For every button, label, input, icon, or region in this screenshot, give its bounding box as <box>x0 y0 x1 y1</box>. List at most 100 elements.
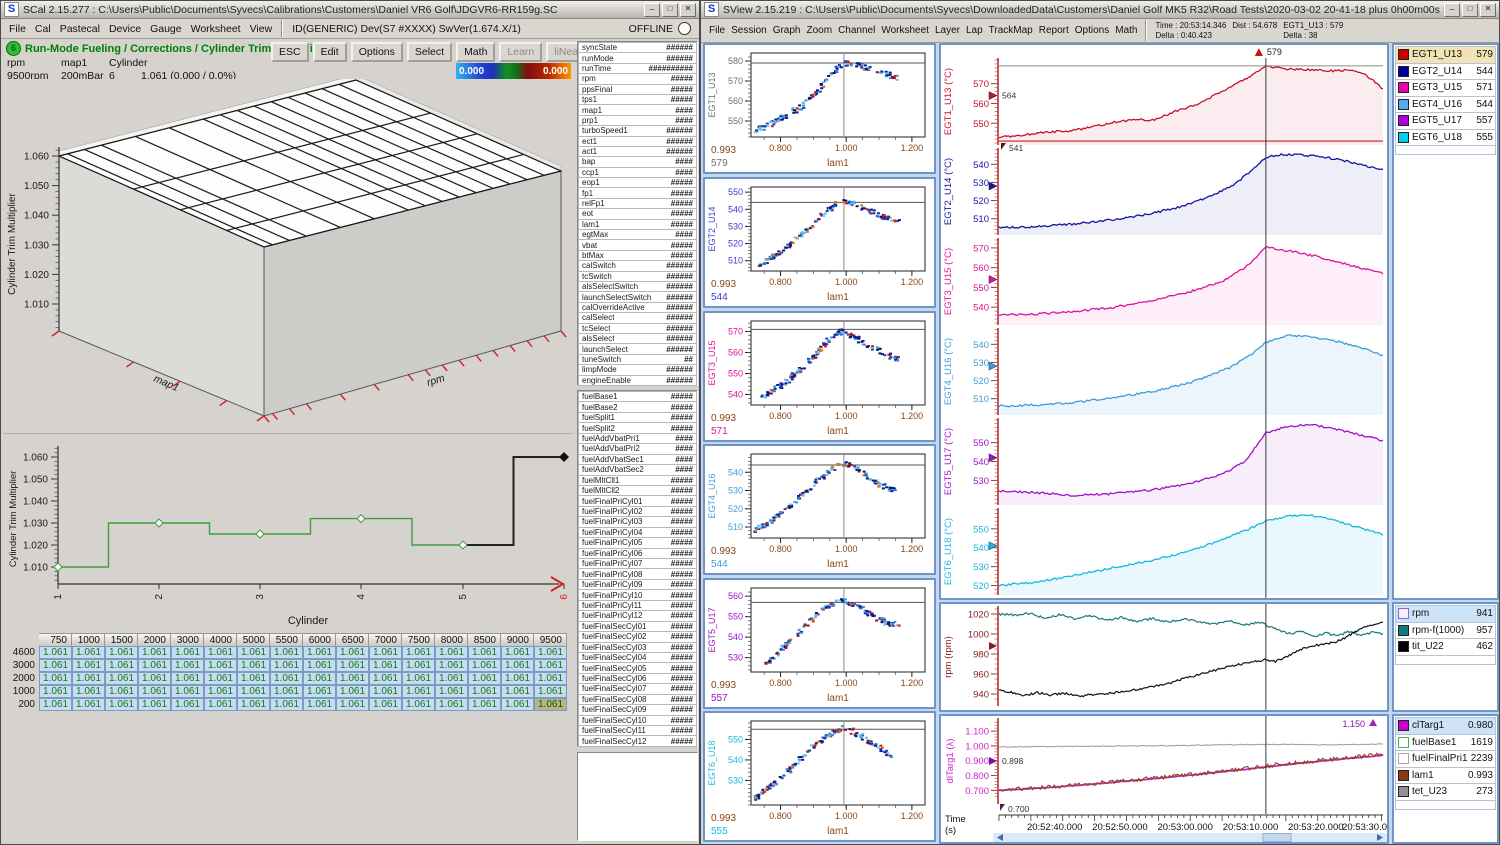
table-cell[interactable]: 1.061 <box>336 685 369 698</box>
sview-titlebar[interactable]: S SView 2.15.219 : C:\Users\Public\Docum… <box>701 1 1499 19</box>
menu-item-lap[interactable]: Lap <box>965 25 983 36</box>
table-cell[interactable]: 1.061 <box>501 698 534 711</box>
scatter-panel-egt1_u13[interactable]: 550 560 570 580 0.800 1.000 1.200 EGT1_U13 0.993… <box>703 43 936 174</box>
table-cell[interactable]: 1.061 <box>468 672 501 685</box>
table-cell[interactable]: 1.061 <box>138 646 171 659</box>
maximize-button[interactable] <box>1462 2 1478 17</box>
menu-item-file[interactable]: File <box>9 22 26 35</box>
menu-item-report[interactable]: Report <box>1038 25 1069 36</box>
legend-item-tit_u22[interactable]: tit_U22 462 <box>1395 638 1496 656</box>
maximize-button[interactable] <box>662 2 678 17</box>
row-header-1000[interactable]: 1000 <box>12 686 35 697</box>
table-cell[interactable]: 1.061 <box>534 685 567 698</box>
table-cell[interactable]: 1.061 <box>204 685 237 698</box>
esc-button[interactable]: ESC <box>271 42 309 62</box>
table-cell[interactable]: 1.061 <box>435 685 468 698</box>
menu-item-zoom[interactable]: Zoom <box>806 25 833 36</box>
legend-item-egt1_u13[interactable]: EGT1_U13 579 <box>1395 46 1496 64</box>
table-cell[interactable]: 1.061 <box>303 698 336 711</box>
scroll-left-icon[interactable] <box>997 834 1003 841</box>
math-button[interactable]: Math <box>456 42 496 62</box>
table-cell[interactable]: 1.061 <box>534 672 567 685</box>
table-cell[interactable]: 1.061 <box>402 659 435 672</box>
watch2-row-fuelFinalSecCyl12[interactable]: fuelFinalSecCyl12 ##### <box>578 735 697 747</box>
scatter-panel-egt6_u18[interactable]: 530 540 550 0.800 1.000 1.200 EGT6_U18 0.993 555… <box>703 711 936 842</box>
table-cell[interactable]: 1.061 <box>435 659 468 672</box>
legend-item-rpm[interactable]: rpm 941 <box>1395 605 1496 623</box>
menu-item-options[interactable]: Options <box>1074 25 1110 36</box>
table-cell[interactable]: 1.061 <box>105 685 138 698</box>
table-cell[interactable]: 1.061 <box>237 698 270 711</box>
table-cell[interactable]: 1.061 <box>303 659 336 672</box>
legend-item-egt3_u15[interactable]: EGT3_U15 571 <box>1395 79 1496 97</box>
row-header-2000[interactable]: 2000 <box>12 673 35 684</box>
menu-item-gauge[interactable]: Gauge <box>150 22 182 35</box>
scatter-panel-egt4_u16[interactable]: 510 520 530 540 0.800 1.000 1.200 EGT4_U16 0.993… <box>703 444 936 575</box>
scatter-chart[interactable]: 530 540 550 560 0.800 1.000 1.200 EGT5_U17 0.993… <box>705 580 934 707</box>
table-cell[interactable]: 1.061 <box>171 672 204 685</box>
table-cell[interactable]: 1.061 <box>534 646 567 659</box>
table-cell[interactable]: 1.061 <box>171 698 204 711</box>
legend-item-cltarg1[interactable]: clTarg1 0.980 <box>1395 717 1496 735</box>
menu-item-worksheet[interactable]: Worksheet <box>881 25 929 36</box>
table-cell[interactable]: 1.061 <box>468 685 501 698</box>
minimize-button[interactable] <box>644 2 660 17</box>
scatter-panel-egt2_u14[interactable]: 510 520 530 540 550 0.800 1.000 1.200 EGT2_U14 0.… <box>703 177 936 308</box>
egt-strip-chart-panel[interactable]: 541 550 560 570 564 EGT1_U13 (°C) 510 520 530 540… <box>939 43 1389 600</box>
table-cell[interactable]: 1.061 <box>402 698 435 711</box>
legend-item-egt4_u16[interactable]: EGT4_U16 544 <box>1395 95 1496 113</box>
table-cell[interactable]: 1.061 <box>402 672 435 685</box>
legend-item-rpm-f(1000)[interactable]: rpm-f(1000) 957 <box>1395 621 1496 639</box>
legend-item-egt6_u18[interactable]: EGT6_U18 555 <box>1395 128 1496 146</box>
scatter-panel-egt3_u15[interactable]: 540 550 560 570 0.800 1.000 1.200 EGT3_U15 0.993… <box>703 311 936 442</box>
table-cell[interactable]: 1.061 <box>105 646 138 659</box>
table-cell[interactable]: 1.061 <box>303 672 336 685</box>
close-button[interactable] <box>1480 2 1496 17</box>
table-cell[interactable]: 1.061 <box>39 672 72 685</box>
menu-item-layer[interactable]: Layer <box>934 25 960 36</box>
legend-item-egt2_u14[interactable]: EGT2_U14 544 <box>1395 62 1496 80</box>
table-cell[interactable]: 1.061 <box>369 685 402 698</box>
scatter-chart[interactable]: 530 540 550 0.800 1.000 1.200 EGT6_U18 0.993 555… <box>705 713 934 840</box>
table-cell[interactable]: 1.061 <box>534 698 567 711</box>
rpm-chart-panel[interactable]: 940 960 980 1000 1020 rpm (rpm) <box>939 602 1389 712</box>
table-cell[interactable]: 1.061 <box>39 659 72 672</box>
options-button[interactable]: Options <box>350 42 403 62</box>
table-cell[interactable]: 1.061 <box>369 672 402 685</box>
legend-item-lam1[interactable]: lam1 0.993 <box>1395 766 1496 784</box>
table-cell[interactable]: 1.061 <box>105 698 138 711</box>
table-cell[interactable]: 1.061 <box>369 659 402 672</box>
table-cell[interactable]: 1.061 <box>468 646 501 659</box>
table-cell[interactable]: 1.061 <box>501 672 534 685</box>
table-cell[interactable]: 1.061 <box>336 646 369 659</box>
legend-item-fuelbase1[interactable]: fuelBase1 1619 <box>1395 733 1496 751</box>
table-cell[interactable]: 1.061 <box>435 698 468 711</box>
table-cell[interactable]: 1.061 <box>171 685 204 698</box>
menu-item-graph[interactable]: Graph <box>772 25 801 36</box>
table-cell[interactable]: 1.061 <box>72 646 105 659</box>
table-cell[interactable]: 1.061 <box>468 659 501 672</box>
table-cell[interactable]: 1.061 <box>270 659 303 672</box>
menu-item-file[interactable]: File <box>709 25 726 36</box>
table-cell[interactable]: 1.061 <box>435 646 468 659</box>
table-cell[interactable]: 1.061 <box>534 659 567 672</box>
table-cell[interactable]: 1.061 <box>468 698 501 711</box>
h-scrollbar-thumb[interactable] <box>1262 833 1292 842</box>
table-cell[interactable]: 1.061 <box>72 698 105 711</box>
table-cell[interactable]: 1.061 <box>138 672 171 685</box>
table-cell[interactable]: 1.061 <box>402 646 435 659</box>
row-header-200[interactable]: 200 <box>18 699 35 710</box>
menu-item-cal[interactable]: Cal <box>34 22 51 35</box>
table-cell[interactable]: 1.061 <box>369 698 402 711</box>
row-header-4600[interactable]: 4600 <box>12 647 35 658</box>
table-cell[interactable]: 1.061 <box>72 659 105 672</box>
minimize-button[interactable] <box>1444 2 1460 17</box>
table-cell[interactable]: 1.061 <box>270 646 303 659</box>
table-cell[interactable]: 1.061 <box>237 672 270 685</box>
legend-item-tet_u23[interactable]: tet_U23 273 <box>1395 783 1496 801</box>
table-cell[interactable]: 1.061 <box>204 659 237 672</box>
edit-button[interactable]: Edit <box>312 42 347 62</box>
watch1-row-engineEnable[interactable]: engineEnable ###### <box>578 374 697 386</box>
scatter-chart[interactable]: 550 560 570 580 0.800 1.000 1.200 EGT1_U13 0.993… <box>705 45 934 172</box>
table-cell[interactable]: 1.061 <box>270 698 303 711</box>
